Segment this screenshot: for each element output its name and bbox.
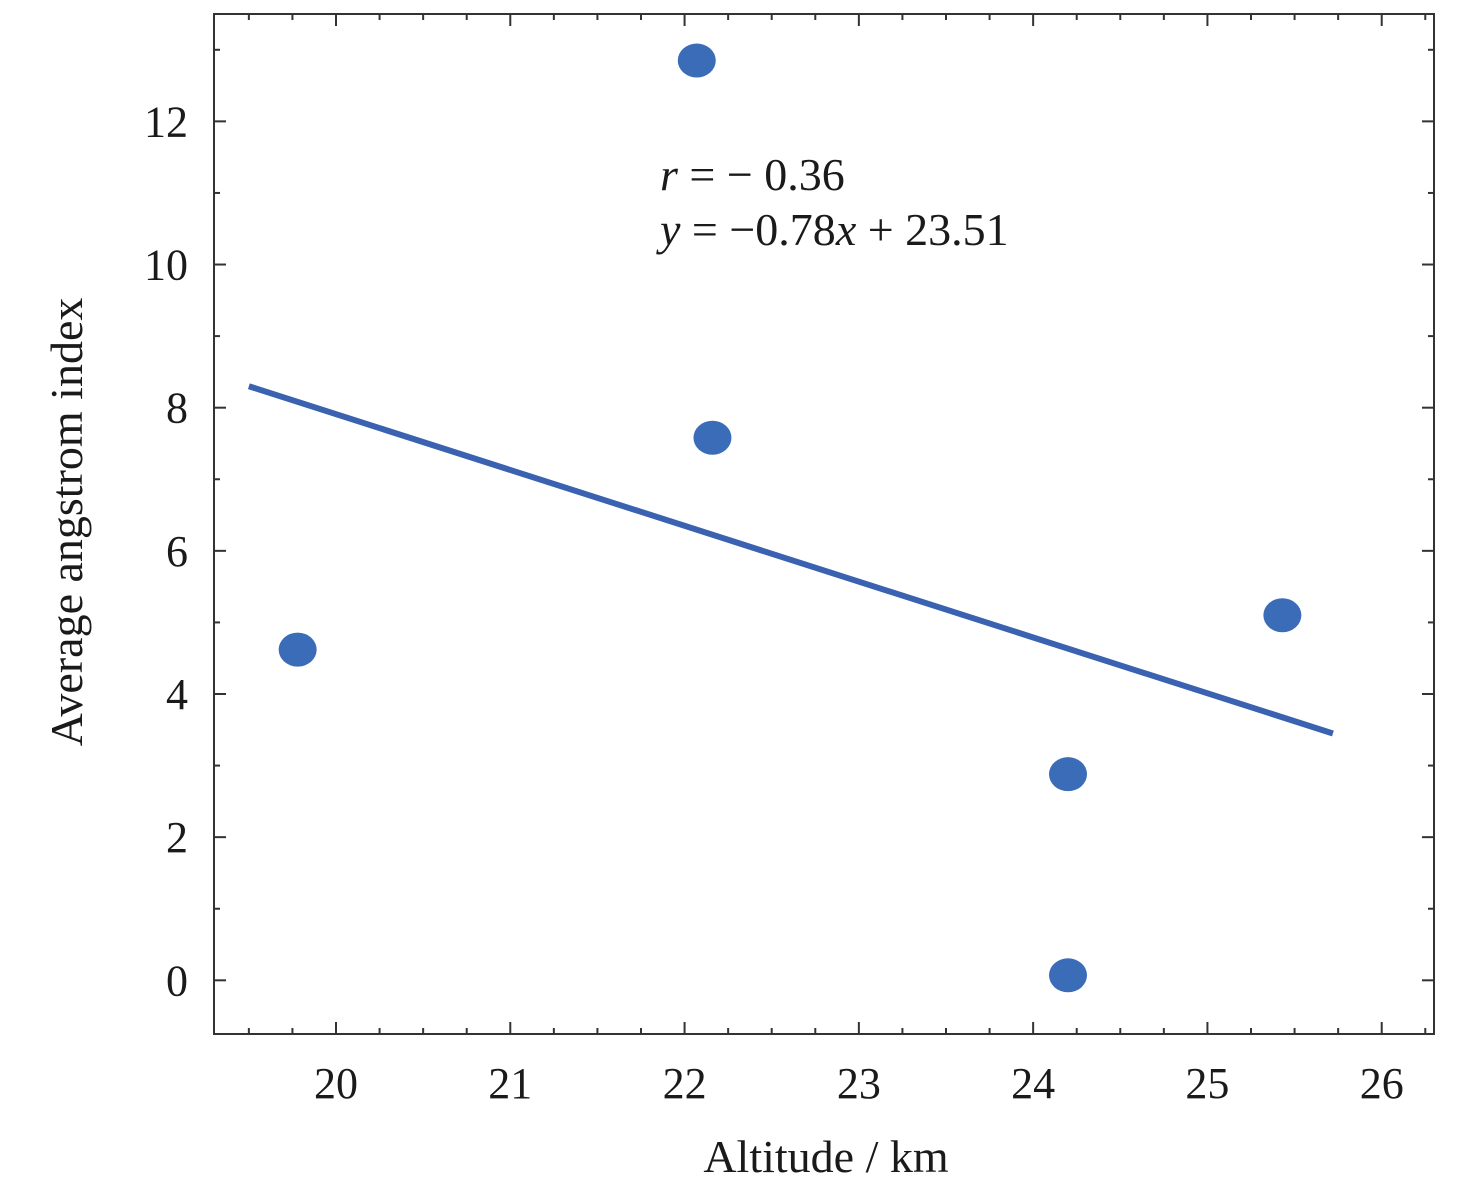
eq-intercept: + 23.51 xyxy=(856,204,1008,255)
x-tick-label: 22 xyxy=(663,1059,707,1108)
points-layer xyxy=(278,43,1302,993)
y-tick-label: 12 xyxy=(144,97,188,146)
y-tick-label: 0 xyxy=(166,956,188,1005)
data-point xyxy=(1049,757,1087,792)
y-tick-label: 10 xyxy=(144,241,188,290)
plot-frame xyxy=(213,13,1435,1035)
data-point xyxy=(693,420,732,455)
x-axis-title: Altitude / km xyxy=(703,1131,949,1182)
x-tick-label: 25 xyxy=(1185,1059,1229,1108)
axis-ticks xyxy=(214,14,1434,1034)
y-tick-labels: 0 2 4 6 8 10 12 xyxy=(144,97,188,1005)
data-point xyxy=(677,43,716,78)
x-tick-labels: 20 21 22 23 24 25 26 xyxy=(314,1059,1404,1108)
regression-equation: y = −0.78x + 23.51 xyxy=(656,204,1009,255)
r-symbol: r xyxy=(660,149,679,200)
data-point xyxy=(278,632,317,667)
eq-slope: = −0.78 xyxy=(680,204,835,255)
data-point xyxy=(1263,598,1302,633)
eq-y-symbol: y xyxy=(656,204,681,255)
data-point xyxy=(1049,958,1087,993)
eq-x-symbol: x xyxy=(835,204,857,255)
y-tick-label: 8 xyxy=(166,384,188,433)
r-value: = − 0.36 xyxy=(678,149,845,200)
fit-line-layer xyxy=(247,383,1334,737)
y-axis-title: Average angstrom index xyxy=(41,298,92,747)
x-tick-label: 23 xyxy=(837,1059,881,1108)
x-tick-label: 26 xyxy=(1360,1059,1404,1108)
y-tick-label: 4 xyxy=(166,670,188,719)
x-tick-label: 21 xyxy=(488,1059,532,1108)
correlation-annotation: r = − 0.36 xyxy=(660,149,845,200)
y-tick-label: 6 xyxy=(166,527,188,576)
x-tick-label: 24 xyxy=(1011,1059,1055,1108)
plot-border xyxy=(213,13,1435,1035)
x-tick-label: 20 xyxy=(314,1059,358,1108)
regression-line xyxy=(247,383,1334,737)
y-tick-label: 2 xyxy=(166,813,188,862)
